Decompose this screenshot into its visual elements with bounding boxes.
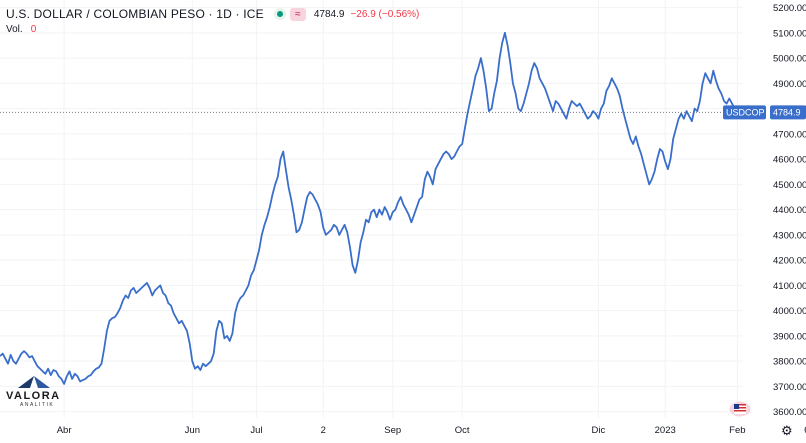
- x-tick-label: Sep: [384, 425, 401, 436]
- price-tag-background: [770, 105, 806, 120]
- y-tick-label: 5000.00: [773, 54, 806, 65]
- y-tick-label: 5200.00: [773, 3, 806, 14]
- y-tick-label: 4900.00: [773, 79, 806, 90]
- logo-wordmark: VALORA: [6, 390, 61, 402]
- y-tick-label: 4200.00: [773, 256, 806, 267]
- price-tag: USDCOP 4784.9: [723, 105, 806, 120]
- valora-logo: VALORA ANALITIK: [6, 374, 66, 408]
- gear-icon[interactable]: ⚙: [781, 423, 793, 438]
- wave-icon[interactable]: ≈: [289, 7, 306, 21]
- y-tick-label: 4500.00: [773, 180, 806, 191]
- time-axis[interactable]: Abr Jun Jul 2 Sep Oct Dic 2023 Feb 6: [57, 425, 806, 436]
- ticker-tag-label: USDCOP: [726, 107, 765, 117]
- y-tick-label: 4300.00: [773, 230, 806, 241]
- market-status-icon[interactable]: [273, 8, 286, 20]
- x-tick-label: Dic: [592, 425, 606, 436]
- y-tick-label: 3700.00: [773, 382, 806, 393]
- x-tick-label: Oct: [455, 425, 470, 436]
- grid: [0, 0, 742, 418]
- y-tick-label: 3600.00: [773, 407, 806, 418]
- x-tick-label: Jun: [185, 425, 200, 436]
- y-tick-label: 3800.00: [773, 357, 806, 368]
- price-series-line: [0, 31, 741, 385]
- volume-legend[interactable]: Vol. 0: [6, 24, 36, 35]
- price-axis[interactable]: 3600.00 3700.00 3800.00 3900.00 4000.00 4100.…: [773, 3, 806, 418]
- price-change: −26.9 (−0.56%): [350, 8, 420, 20]
- y-tick-label: 4100.00: [773, 281, 806, 292]
- y-tick-label: 4000.00: [773, 306, 806, 317]
- us-flag-icon[interactable]: [729, 401, 751, 417]
- ticker-tag-background: [723, 105, 766, 120]
- x-tick-label: Feb: [729, 425, 745, 436]
- y-tick-label: 4400.00: [773, 205, 806, 216]
- y-tick-label: 4700.00: [773, 129, 806, 140]
- symbol-title[interactable]: U.S. DOLLAR / COLOMBIAN PESO · 1D · ICE: [6, 7, 264, 21]
- legend-header: U.S. DOLLAR / COLOMBIAN PESO · 1D · ICE …: [6, 5, 419, 23]
- y-tick-label: 4600.00: [773, 155, 806, 166]
- x-tick-label: 2: [321, 425, 326, 436]
- logo-subtext: ANALITIK: [20, 402, 55, 408]
- x-tick-label: Abr: [57, 425, 72, 436]
- last-price: 4784.9: [313, 8, 345, 20]
- x-tick-label: Jul: [250, 425, 262, 436]
- volume-value: 0: [30, 24, 37, 35]
- price-tag-value: 4784.9: [773, 107, 801, 117]
- volume-label: Vol.: [6, 24, 23, 35]
- y-tick-label: 5100.00: [773, 28, 806, 39]
- y-tick-label: 3900.00: [773, 331, 806, 342]
- x-tick-label: 6: [804, 425, 806, 436]
- logo-mark-icon: [18, 376, 50, 388]
- x-tick-label: 2023: [655, 425, 676, 436]
